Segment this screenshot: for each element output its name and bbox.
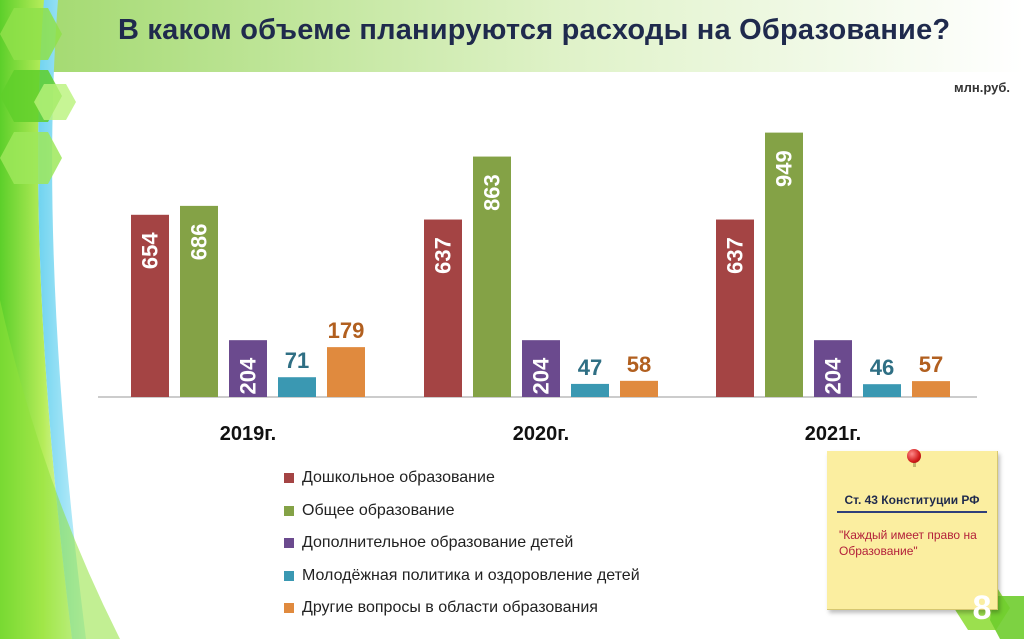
value-label-other-2: 58 xyxy=(627,352,651,377)
value-label-general-1: 686 xyxy=(187,224,212,261)
value-label-youth-3: 46 xyxy=(870,355,894,380)
bar-other-2 xyxy=(620,380,658,397)
bar-preschool-2 xyxy=(424,219,462,397)
value-label-youth-1: 71 xyxy=(285,348,309,373)
bar-other-3 xyxy=(912,381,950,397)
bar-general-1 xyxy=(180,205,218,397)
value-label-general-2: 863 xyxy=(480,174,505,211)
legend-item-youth: Молодёжная политика и оздоровление детей xyxy=(284,560,640,593)
bar-preschool-1 xyxy=(131,214,169,397)
value-label-additional-2: 204 xyxy=(529,357,554,394)
legend-swatch-general xyxy=(284,505,294,516)
value-label-youth-2: 47 xyxy=(578,355,602,380)
value-label-general-3: 949 xyxy=(772,150,797,187)
bar-general-2 xyxy=(473,156,511,397)
legend-swatch-additional xyxy=(284,538,294,549)
hexagon-decoration xyxy=(0,8,76,184)
legend-item-other: Другие вопросы в области образования xyxy=(284,592,640,625)
pin-shadow xyxy=(913,459,916,467)
bar-youth-3 xyxy=(863,384,901,397)
legend-item-general: Общее образование xyxy=(284,495,640,528)
value-label-other-1: 179 xyxy=(328,318,365,343)
bar-additional-1 xyxy=(229,340,267,397)
value-label-additional-1: 204 xyxy=(236,357,261,394)
note-quote: "Каждый имеет право на Образование" xyxy=(839,528,977,558)
value-label-preschool-3: 637 xyxy=(723,237,748,274)
note-heading: Ст. 43 Конституции РФ xyxy=(844,493,980,507)
legend-label-preschool: Дошкольное образование xyxy=(302,469,495,487)
category-label-3: 2021г. xyxy=(805,423,861,445)
value-label-additional-3: 204 xyxy=(821,357,846,394)
pushpin-icon xyxy=(907,449,921,463)
note-divider xyxy=(837,511,987,513)
unit-label: млн.руб. xyxy=(954,80,1010,95)
legend-label-general: Общее образование xyxy=(302,501,455,519)
value-label-preschool-1: 654 xyxy=(138,232,163,269)
legend-swatch-other xyxy=(284,603,294,614)
category-label-2: 2020г. xyxy=(513,423,569,445)
value-label-other-3: 57 xyxy=(919,352,943,377)
bar-preschool-3 xyxy=(716,219,754,397)
legend-item-preschool: Дошкольное образование xyxy=(284,462,640,495)
bar-additional-2 xyxy=(522,340,560,397)
chart-legend: Дошкольное образование Общее образование… xyxy=(284,462,640,625)
legend-label-youth: Молодёжная политика и оздоровление детей xyxy=(302,566,640,584)
value-label-preschool-2: 637 xyxy=(431,237,456,274)
legend-swatch-youth xyxy=(284,570,294,581)
bar-youth-1 xyxy=(278,377,316,397)
page-number: 8 xyxy=(972,589,992,627)
legend-label-additional: Дополнительное образование детей xyxy=(302,534,574,552)
bar-other-1 xyxy=(327,347,365,397)
legend-item-additional: Дополнительное образование детей xyxy=(284,527,640,560)
legend-swatch-preschool xyxy=(284,473,294,484)
sticky-note: Ст. 43 Конституции РФ "Каждый имеет прав… xyxy=(827,449,998,610)
bar-general-3 xyxy=(765,132,803,398)
page-title: В каком объеме планируются расходы на Об… xyxy=(118,14,951,46)
category-label-1: 2019г. xyxy=(220,423,276,445)
legend-label-other: Другие вопросы в области образования xyxy=(302,599,598,617)
bar-additional-3 xyxy=(814,340,852,397)
bar-youth-2 xyxy=(571,383,609,397)
